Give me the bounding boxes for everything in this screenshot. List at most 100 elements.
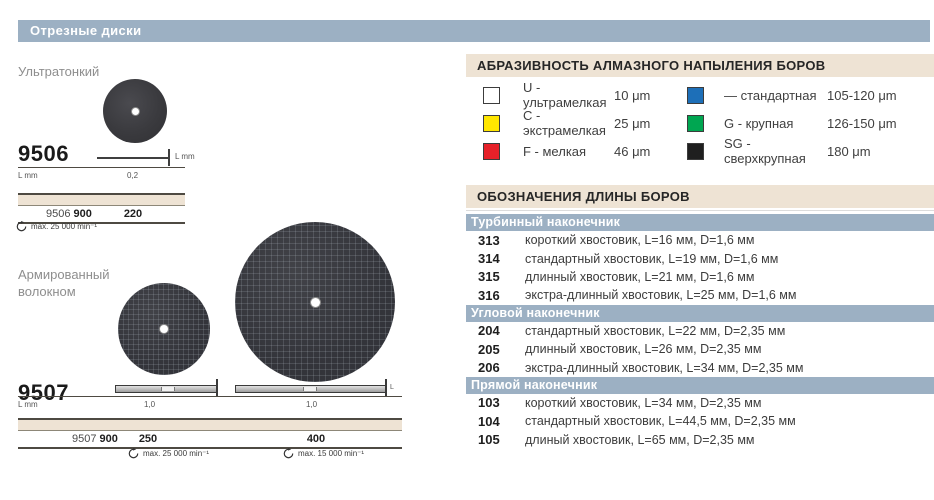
table-row: 315 длинный хвостовик, L=21 мм, D=1,6 мм — [466, 268, 934, 286]
table-row: 9507 900 250 400 — [18, 431, 402, 447]
color-swatch — [483, 142, 500, 160]
legend-value: 10 μm — [614, 87, 651, 103]
code-description: короткий хвостовик, L=16 мм, D=1,6 мм — [525, 233, 755, 248]
code-description: длиный хвостовик, L=65 мм, D=2,35 мм — [525, 432, 755, 447]
legend-value: 180 μm — [827, 143, 871, 159]
code-number: 316 — [478, 287, 500, 303]
diameter-value-2: 400 — [306, 433, 326, 445]
disc-image-9506 — [103, 79, 167, 143]
code-number: 103 — [478, 395, 500, 411]
abrasive-legend-column-1: U - ультрамелкая 10 μm C - экстрамелкая … — [483, 80, 651, 171]
rule-9506 — [18, 167, 185, 168]
legend-label: U - ультрамелкая — [523, 80, 607, 110]
table-row: 103 короткий хвостовик, L=34 мм, D=2,35 … — [466, 394, 934, 412]
table-row: 316 экстра-длинный хвостовик, L=25 мм, D… — [466, 286, 934, 304]
subsection-header-angle: Угловой наконечник — [466, 304, 934, 322]
max-speed-text: max. 25 000 min⁻¹ — [31, 222, 98, 231]
code-number: 315 — [478, 269, 500, 285]
table-row: 314 стандартный хвостовик, L=19 мм, D=1,… — [466, 249, 934, 267]
legend-label: G - крупная — [724, 115, 794, 131]
subsection-header-straight: Прямой наконечник — [466, 376, 934, 394]
rotation-speed-icon — [16, 221, 27, 232]
color-swatch — [483, 114, 500, 132]
color-swatch — [483, 86, 500, 104]
code-description: короткий хвостовик, L=34 мм, D=2,35 мм — [525, 395, 762, 410]
table-row: 313 короткий хвостовик, L=16 мм, D=1,6 м… — [466, 231, 934, 249]
legend-value: 126-150 μm — [827, 115, 897, 131]
rotation-speed-icon — [283, 448, 294, 459]
code-number: 313 — [478, 232, 500, 248]
diameter-value: 220 — [123, 208, 143, 220]
color-swatch — [687, 142, 704, 160]
article-series: 900 — [99, 433, 118, 445]
disc-hole — [310, 297, 320, 307]
table-row: 9506 900 220 — [18, 206, 185, 222]
legend-label: C - экстрамелкая — [523, 108, 606, 138]
section-title-abrasiveness: АБРАЗИВНОСТЬ АЛМАЗНОГО НАПЫЛЕНИЯ БОРОВ — [466, 54, 934, 77]
axis-label-9506: L mm — [18, 171, 38, 180]
code-description: длинный хвостовик, L=21 мм, D=1,6 мм — [525, 269, 755, 284]
max-speed-text: max. 15 000 min⁻¹ — [298, 449, 365, 458]
article-prefix: 9507 — [72, 433, 97, 445]
max-speed-note-9506: max. 25 000 min⁻¹ — [16, 221, 97, 232]
legend-value: 46 μm — [614, 143, 651, 159]
max-speed-text: max. 25 000 min⁻¹ — [143, 449, 210, 458]
sideview-9507-large — [235, 385, 386, 393]
table-row: 204 стандартный хвостовик, L=22 мм, D=2,… — [466, 322, 934, 340]
abrasive-legend-column-2: — стандартная 105-120 μm G - крупная 126… — [687, 86, 897, 171]
color-swatch — [687, 86, 704, 104]
table-row: 206 экстра-длинный хвостовик, L=34 мм, D… — [466, 358, 934, 376]
disc-hole — [131, 107, 139, 115]
table-header-band — [18, 420, 402, 431]
legend-item: SG - сверхкрупная 180 μm — [687, 136, 897, 166]
article-prefix: 9506 — [46, 208, 71, 220]
code-number: 204 — [478, 323, 500, 339]
rotation-speed-icon — [128, 448, 139, 459]
code-number: 205 — [478, 341, 500, 357]
sideview-line-9506 — [97, 157, 169, 159]
legend-item: C - экстрамелкая 25 μm — [483, 108, 651, 138]
disc-image-9507-small — [118, 283, 210, 375]
legend-item: G - крупная 126-150 μm — [687, 114, 897, 132]
dimension-tick-9506 — [168, 149, 170, 166]
legend-value: 105-120 μm — [827, 87, 897, 103]
table-row: 205 длинный хвостовик, L=26 мм, D=2,35 м… — [466, 340, 934, 358]
code-description: экстра-длинный хвостовик, L=25 мм, D=1,6… — [525, 288, 797, 303]
dimension-label-9506: L mm — [175, 152, 195, 161]
axis-label-9507: L mm — [18, 400, 38, 409]
diameter-value-1: 250 — [138, 433, 158, 445]
code-number: 206 — [478, 360, 500, 376]
thickness-value-9506: 0,2 — [127, 171, 139, 180]
legend-label: F - мелкая — [523, 143, 587, 159]
color-swatch — [687, 114, 704, 132]
disc-image-9507-large — [235, 222, 395, 382]
product-type-label-ultrathin: Ультратонкий — [18, 64, 100, 79]
table-row: 104 стандартный хвостовик, L=44,5 мм, D=… — [466, 412, 934, 430]
disc-hub — [303, 387, 318, 391]
legend-item: U - ультрамелкая 10 μm — [483, 80, 651, 110]
thickness-value-9507-1: 1,0 — [144, 400, 156, 409]
subsection-header-turbine: Турбинный наконечник — [466, 214, 934, 231]
code-description: экстра-длинный хвостовик, L=34 мм, D=2,3… — [525, 360, 804, 375]
dimension-label-9507: L — [390, 384, 394, 391]
max-speed-note-9507-1: max. 25 000 min⁻¹ — [128, 448, 209, 459]
legend-item: — стандартная 105-120 μm — [687, 86, 897, 104]
legend-value: 25 μm — [614, 115, 651, 131]
table-row: 105 длиный хвостовик, L=65 мм, D=2,35 мм — [466, 431, 934, 449]
divider-line — [466, 210, 934, 211]
length-table: Турбинный наконечник 313 короткий хвосто… — [466, 214, 934, 449]
disc-hole — [160, 325, 168, 333]
dimension-tick-large — [385, 379, 387, 396]
legend-label: — стандартная — [724, 87, 817, 103]
dimension-tick-small — [216, 379, 218, 396]
code-description: стандартный хвостовик, L=19 мм, D=1,6 мм — [525, 251, 779, 266]
spec-table-9506: 9506 900 220 — [18, 193, 185, 224]
max-speed-note-9507-2: max. 15 000 min⁻¹ — [283, 448, 364, 459]
code-description: стандартный хвостовик, L=44,5 мм, D=2,35… — [525, 414, 796, 429]
code-number: 314 — [478, 251, 500, 267]
product-type-label-fiber: Армированный волокном — [18, 267, 110, 299]
legend-label: SG - сверхкрупная — [724, 136, 806, 166]
spec-table-9507: 9507 900 250 400 — [18, 418, 402, 449]
code-description: стандартный хвостовик, L=22 мм, D=2,35 м… — [525, 323, 786, 338]
